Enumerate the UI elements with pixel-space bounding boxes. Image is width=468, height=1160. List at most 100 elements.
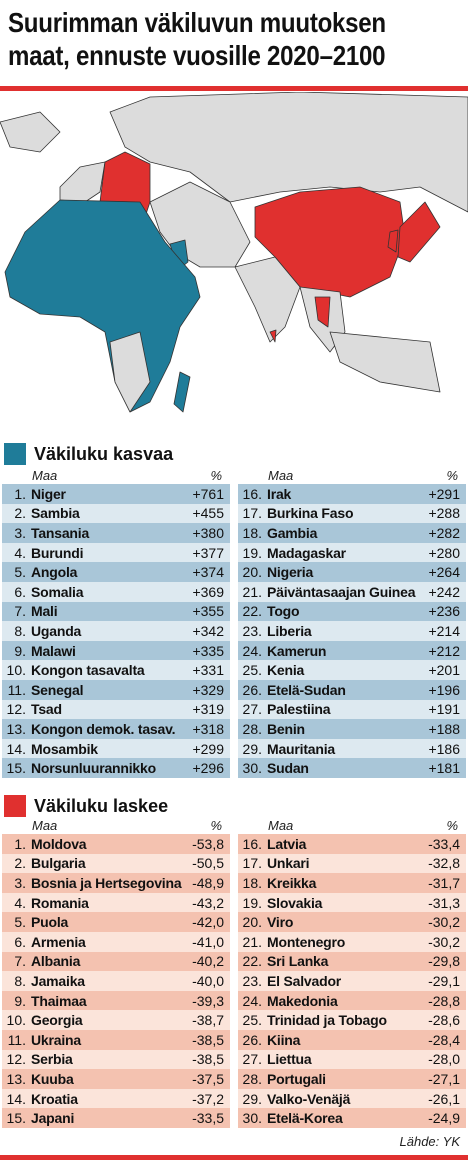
change: -27,1 [428, 1070, 460, 1087]
rank: 3. [14, 874, 26, 891]
change: +761 [192, 485, 224, 502]
table-row: 19. Madagaskar +280 [238, 542, 466, 563]
rank: 26. [242, 681, 262, 698]
change: -29,8 [428, 953, 460, 970]
table-row: 1. Niger +761 [2, 484, 230, 504]
change: -50,5 [192, 855, 224, 872]
country: Somalia [31, 583, 84, 600]
rank: 14. [6, 740, 26, 757]
country: Gambia [267, 524, 318, 541]
rank: 15. [6, 760, 26, 777]
column-headers: Maa% [238, 818, 466, 834]
change: -38,5 [192, 1031, 224, 1048]
table-row: 22. Togo +236 [238, 601, 466, 622]
country: Liettua [267, 1051, 312, 1068]
country: Benin [267, 720, 305, 737]
table-row: 22. Sri Lanka -29,8 [238, 951, 466, 972]
rank: 2. [14, 855, 26, 872]
table-row: 15. Japani -33,5 [2, 1108, 230, 1128]
rank: 20. [242, 564, 262, 581]
rank: 6. [14, 933, 26, 950]
change: -28,8 [428, 992, 460, 1009]
change: +380 [192, 524, 224, 541]
table: Maa% 16. Latvia -33,4 17. Unkari -32,8 18. Kreik… [238, 818, 466, 1128]
column-header: % [446, 468, 458, 483]
change: -31,7 [428, 874, 460, 891]
table-row: 18. Gambia +282 [238, 523, 466, 543]
table: Maa% 16. Irak +291 17. Burkina Faso +288 18. Gam… [238, 468, 466, 778]
table-row: 12. Serbia -38,5 [2, 1049, 230, 1070]
country: Valko-Venäjä [267, 1090, 351, 1107]
table-row: 2. Sambia +455 [2, 503, 230, 524]
rank: 27. [242, 1051, 262, 1068]
table-row: 19. Slovakia -31,3 [238, 892, 466, 913]
change: +201 [428, 662, 460, 679]
rank: 17. [242, 505, 262, 522]
country: Tansania [31, 524, 90, 541]
change: -42,0 [192, 914, 224, 931]
section-title: Väkiluku laskee [34, 795, 169, 816]
rank: 29. [242, 1090, 262, 1107]
change: -37,2 [192, 1090, 224, 1107]
table-row: 16. Latvia -33,4 [238, 834, 466, 854]
table-row: 9. Malawi +335 [2, 640, 230, 661]
country: Bosnia ja Hertsegovina [31, 874, 182, 891]
rank: 24. [242, 642, 262, 659]
table-row: 16. Irak +291 [238, 484, 466, 504]
rank: 26. [242, 1031, 262, 1048]
table-row: 30. Etelä-Korea -24,9 [238, 1108, 466, 1128]
rank: 21. [242, 583, 262, 600]
country: Kreikka [267, 874, 317, 891]
column-headers: Maa% [2, 468, 230, 484]
table-row: 26. Etelä-Sudan +196 [238, 679, 466, 700]
rank: 8. [14, 622, 26, 639]
table-row: 28. Benin +188 [238, 719, 466, 739]
country: Palestiina [267, 701, 331, 718]
rank: 16. [242, 835, 262, 852]
change: -41,0 [192, 933, 224, 950]
table-row: 11. Ukraina -38,5 [2, 1029, 230, 1050]
rank: 29. [242, 740, 262, 757]
country: Etelä-Sudan [267, 681, 346, 698]
rank: 12. [6, 701, 26, 718]
change: +331 [192, 662, 224, 679]
change: -30,2 [428, 914, 460, 931]
rank: 11. [7, 681, 26, 698]
country: Togo [267, 603, 300, 620]
table-row: 29. Valko-Venäjä -26,1 [238, 1088, 466, 1109]
rank: 17. [242, 855, 262, 872]
country: Malawi [31, 642, 76, 659]
table-row: 17. Burkina Faso +288 [238, 503, 466, 524]
rank: 7. [14, 953, 26, 970]
rank: 3. [14, 524, 26, 541]
rank: 9. [14, 992, 26, 1009]
table: Maa% 1. Niger +761 2. Sambia +455 3. Tansania +38… [2, 468, 230, 778]
section-header: Väkiluku kasvaa [4, 443, 173, 465]
rank: 30. [242, 760, 262, 777]
change: -33,5 [192, 1110, 224, 1127]
change: +212 [428, 642, 460, 659]
table-row: 15. Norsunluurannikko +296 [2, 758, 230, 778]
change: +288 [428, 505, 460, 522]
change: -37,5 [192, 1070, 224, 1087]
change: +318 [192, 720, 224, 737]
table-row: 14. Mosambik +299 [2, 738, 230, 759]
country: Nigeria [267, 564, 314, 581]
change: -30,2 [428, 933, 460, 950]
column-headers: Maa% [2, 818, 230, 834]
change: +181 [428, 760, 460, 777]
table-row: 2. Bulgaria -50,5 [2, 853, 230, 874]
rank: 4. [14, 894, 26, 911]
rank: 27. [242, 701, 262, 718]
country: Romania [31, 894, 89, 911]
table-row: 30. Sudan +181 [238, 758, 466, 778]
country: Madagaskar [267, 544, 346, 561]
change: +191 [428, 701, 460, 718]
change: -28,0 [428, 1051, 460, 1068]
change: +280 [428, 544, 460, 561]
change: +299 [192, 740, 224, 757]
table-row: 10. Kongon tasavalta +331 [2, 660, 230, 680]
rank: 2. [14, 505, 26, 522]
table-row: 14. Kroatia -37,2 [2, 1088, 230, 1109]
change: +374 [192, 564, 224, 581]
